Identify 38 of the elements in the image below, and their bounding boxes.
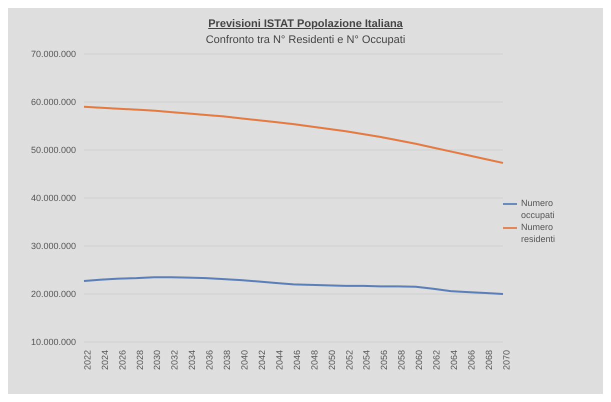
x-tick-label: 2030 <box>152 350 162 370</box>
x-tick-label: 2044 <box>274 350 284 370</box>
x-tick-label: 2024 <box>100 350 110 370</box>
x-tick-label: 2028 <box>134 350 145 370</box>
line-series <box>83 276 504 295</box>
x-tick-label: 2048 <box>309 350 320 370</box>
x-tick-label: 2064 <box>449 350 460 370</box>
x-tick-label: 2032 <box>170 350 180 370</box>
x-tick-label: 2038 <box>222 350 232 370</box>
x-tick-label: 2036 <box>204 350 215 370</box>
y-tick-label: 60.000.000 <box>30 97 76 108</box>
x-tick-label: 2046 <box>292 350 302 370</box>
legend-label: Numero residenti <box>521 221 556 245</box>
y-tick-label: 20.000.000 <box>30 289 76 300</box>
y-tick-label: 40.000.000 <box>30 193 76 204</box>
y-tick-label: 10.000.000 <box>30 337 76 348</box>
x-tick-label: 2054 <box>362 350 372 370</box>
y-tick-label: 50.000.000 <box>30 145 76 156</box>
x-tick-label: 2066 <box>466 350 476 370</box>
chart-title: Previsioni ISTAT Popolazione Italiana <box>207 17 404 32</box>
chart-subtitle: Confronto tra N° Residenti e N° Occupati <box>204 33 406 48</box>
x-tick-label: 2026 <box>117 350 128 370</box>
y-tick-label: 30.000.000 <box>30 241 76 252</box>
x-tick-label: 2034 <box>187 350 198 370</box>
x-tick-label: 2070 <box>501 350 512 370</box>
legend-label: Numero occupati <box>521 197 556 221</box>
x-tick-label: 2042 <box>256 350 267 370</box>
x-tick-label: 2052 <box>344 350 354 370</box>
x-tick-label: 2068 <box>484 350 494 370</box>
x-tick-label: 2022 <box>82 350 92 370</box>
x-tick-label: 2060 <box>414 350 424 370</box>
x-tick-label: 2058 <box>396 350 407 370</box>
x-tick-label: 2062 <box>432 350 442 370</box>
line-series <box>83 106 504 164</box>
x-tick-label: 2050 <box>326 350 337 370</box>
x-tick-label: 2056 <box>379 350 390 370</box>
y-tick-label: 70.000.000 <box>30 49 76 60</box>
x-tick-label: 2040 <box>240 350 250 370</box>
